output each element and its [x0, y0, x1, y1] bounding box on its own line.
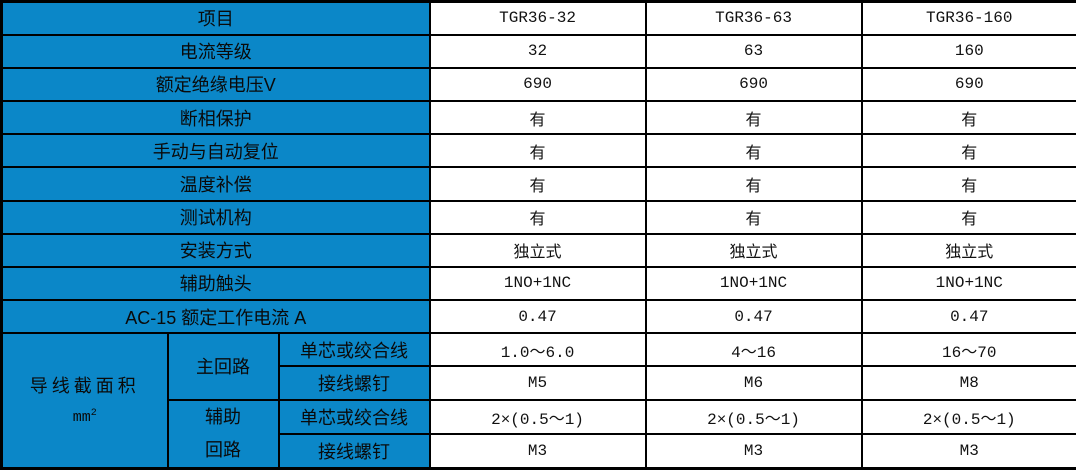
cell-value: 690 — [860, 66, 1076, 103]
cell-value: 有 — [860, 133, 1076, 169]
cell-value: 0.47 — [860, 299, 1076, 335]
table-row: 额定绝缘电压V 690 690 690 — [0, 66, 1076, 103]
cell-value: 有 — [860, 100, 1076, 136]
row-label-solid-or-stranded-wire: 单芯或绞合线 — [277, 332, 431, 368]
cell-value: 独立式 — [860, 232, 1076, 268]
table-row: 温度补偿 有 有 有 — [0, 166, 1076, 202]
row-label-ac15-working-current: AC-15 额定工作电流 A — [0, 299, 431, 335]
cell-value: 独立式 — [428, 232, 647, 268]
table-row: AC-15 额定工作电流 A 0.47 0.47 0.47 — [0, 299, 1076, 335]
wire-area-label: 导线截面积 — [29, 375, 140, 396]
cell-value: 690 — [644, 66, 863, 103]
cell-value: 2×(0.5～1) — [860, 398, 1076, 435]
cell-value: 独立式 — [644, 232, 863, 268]
cell-value: 690 — [428, 66, 647, 103]
cell-value: 2×(0.5～1) — [428, 398, 647, 435]
cell-value: 1NO+1NC — [860, 265, 1076, 302]
table-row: 安装方式 独立式 独立式 独立式 — [0, 232, 1076, 268]
table-row: 辅助 回路 单芯或绞合线 2×(0.5～1) 2×(0.5～1) 2×(0.5～… — [2, 398, 1076, 470]
cell-value: 有 — [644, 133, 863, 169]
row-label-manual-auto-reset: 手动与自动复位 — [0, 133, 431, 169]
cell-value: 有 — [428, 199, 647, 235]
table-row: 导线截面积 mm2 主回路 单芯或绞合线 1.0～6.0 4～16 16～70 — [0, 332, 1076, 470]
table-row: 电流等级 32 63 160 — [0, 33, 1076, 69]
cell-value: 32 — [428, 33, 647, 69]
cell-value: M5 — [428, 365, 647, 401]
model-header: TGR36-160 — [860, 0, 1076, 36]
cell-value: M8 — [860, 365, 1076, 401]
cell-value: 16～70 — [860, 332, 1076, 368]
cell-value: 有 — [428, 166, 647, 202]
cell-value: 4～16 — [644, 332, 863, 368]
table-row: 项目 TGR36-32 TGR36-63 TGR36-160 — [0, 0, 1076, 36]
cell-value: 有 — [428, 133, 647, 169]
cell-value: 2×(0.5～1) — [644, 398, 863, 435]
row-label-wire-cross-section: 导线截面积 mm2 — [0, 332, 169, 470]
cell-value: M3 — [644, 432, 863, 470]
cell-value: 有 — [860, 199, 1076, 235]
row-label-current-rating: 电流等级 — [0, 33, 431, 69]
cell-value: 0.47 — [428, 299, 647, 335]
table-row: 接线螺钉 M5 M6 M8 — [2, 365, 1076, 401]
cell-value: 63 — [644, 33, 863, 69]
table-row: 辅助触头 1NO+1NC 1NO+1NC 1NO+1NC — [0, 265, 1076, 302]
row-label-test-mechanism: 测试机构 — [0, 199, 431, 235]
row-label-aux-circuit: 辅助 回路 — [166, 398, 280, 470]
cell-value: 有 — [644, 100, 863, 136]
table-row: 接线螺钉 M3 M3 M3 — [2, 432, 1076, 470]
row-label-insulation-voltage: 额定绝缘电压V — [0, 66, 431, 103]
cell-value: 1NO+1NC — [428, 265, 647, 302]
model-header: TGR36-63 — [644, 0, 863, 36]
row-label-terminal-screw: 接线螺钉 — [277, 432, 431, 470]
model-header: TGR36-32 — [428, 0, 647, 36]
row-label-solid-or-stranded-wire: 单芯或绞合线 — [277, 398, 431, 435]
cell-value: 有 — [644, 166, 863, 202]
row-label-temp-compensation: 温度补偿 — [0, 166, 431, 202]
cell-value: 0.47 — [644, 299, 863, 335]
cell-value: 有 — [644, 199, 863, 235]
table-row: 测试机构 有 有 有 — [0, 199, 1076, 235]
cell-value: M3 — [428, 432, 647, 470]
cell-value: 有 — [428, 100, 647, 136]
cell-value: 1.0～6.0 — [428, 332, 647, 368]
row-label-phase-failure-protection: 断相保护 — [0, 100, 431, 136]
table-row: 断相保护 有 有 有 — [0, 100, 1076, 136]
row-label-main-circuit: 主回路 — [166, 332, 280, 401]
row-label-item: 项目 — [0, 0, 431, 36]
row-label-aux-contacts: 辅助触头 — [0, 265, 431, 302]
cell-value: 有 — [860, 166, 1076, 202]
cell-value: M6 — [644, 365, 863, 401]
cell-value: 1NO+1NC — [644, 265, 863, 302]
cell-value: M3 — [860, 432, 1076, 470]
row-label-mounting-type: 安装方式 — [0, 232, 431, 268]
wire-area-unit: mm2 — [72, 407, 97, 426]
row-label-terminal-screw: 接线螺钉 — [277, 365, 431, 401]
table-row: 手动与自动复位 有 有 有 — [0, 133, 1076, 169]
cell-value: 160 — [860, 33, 1076, 69]
